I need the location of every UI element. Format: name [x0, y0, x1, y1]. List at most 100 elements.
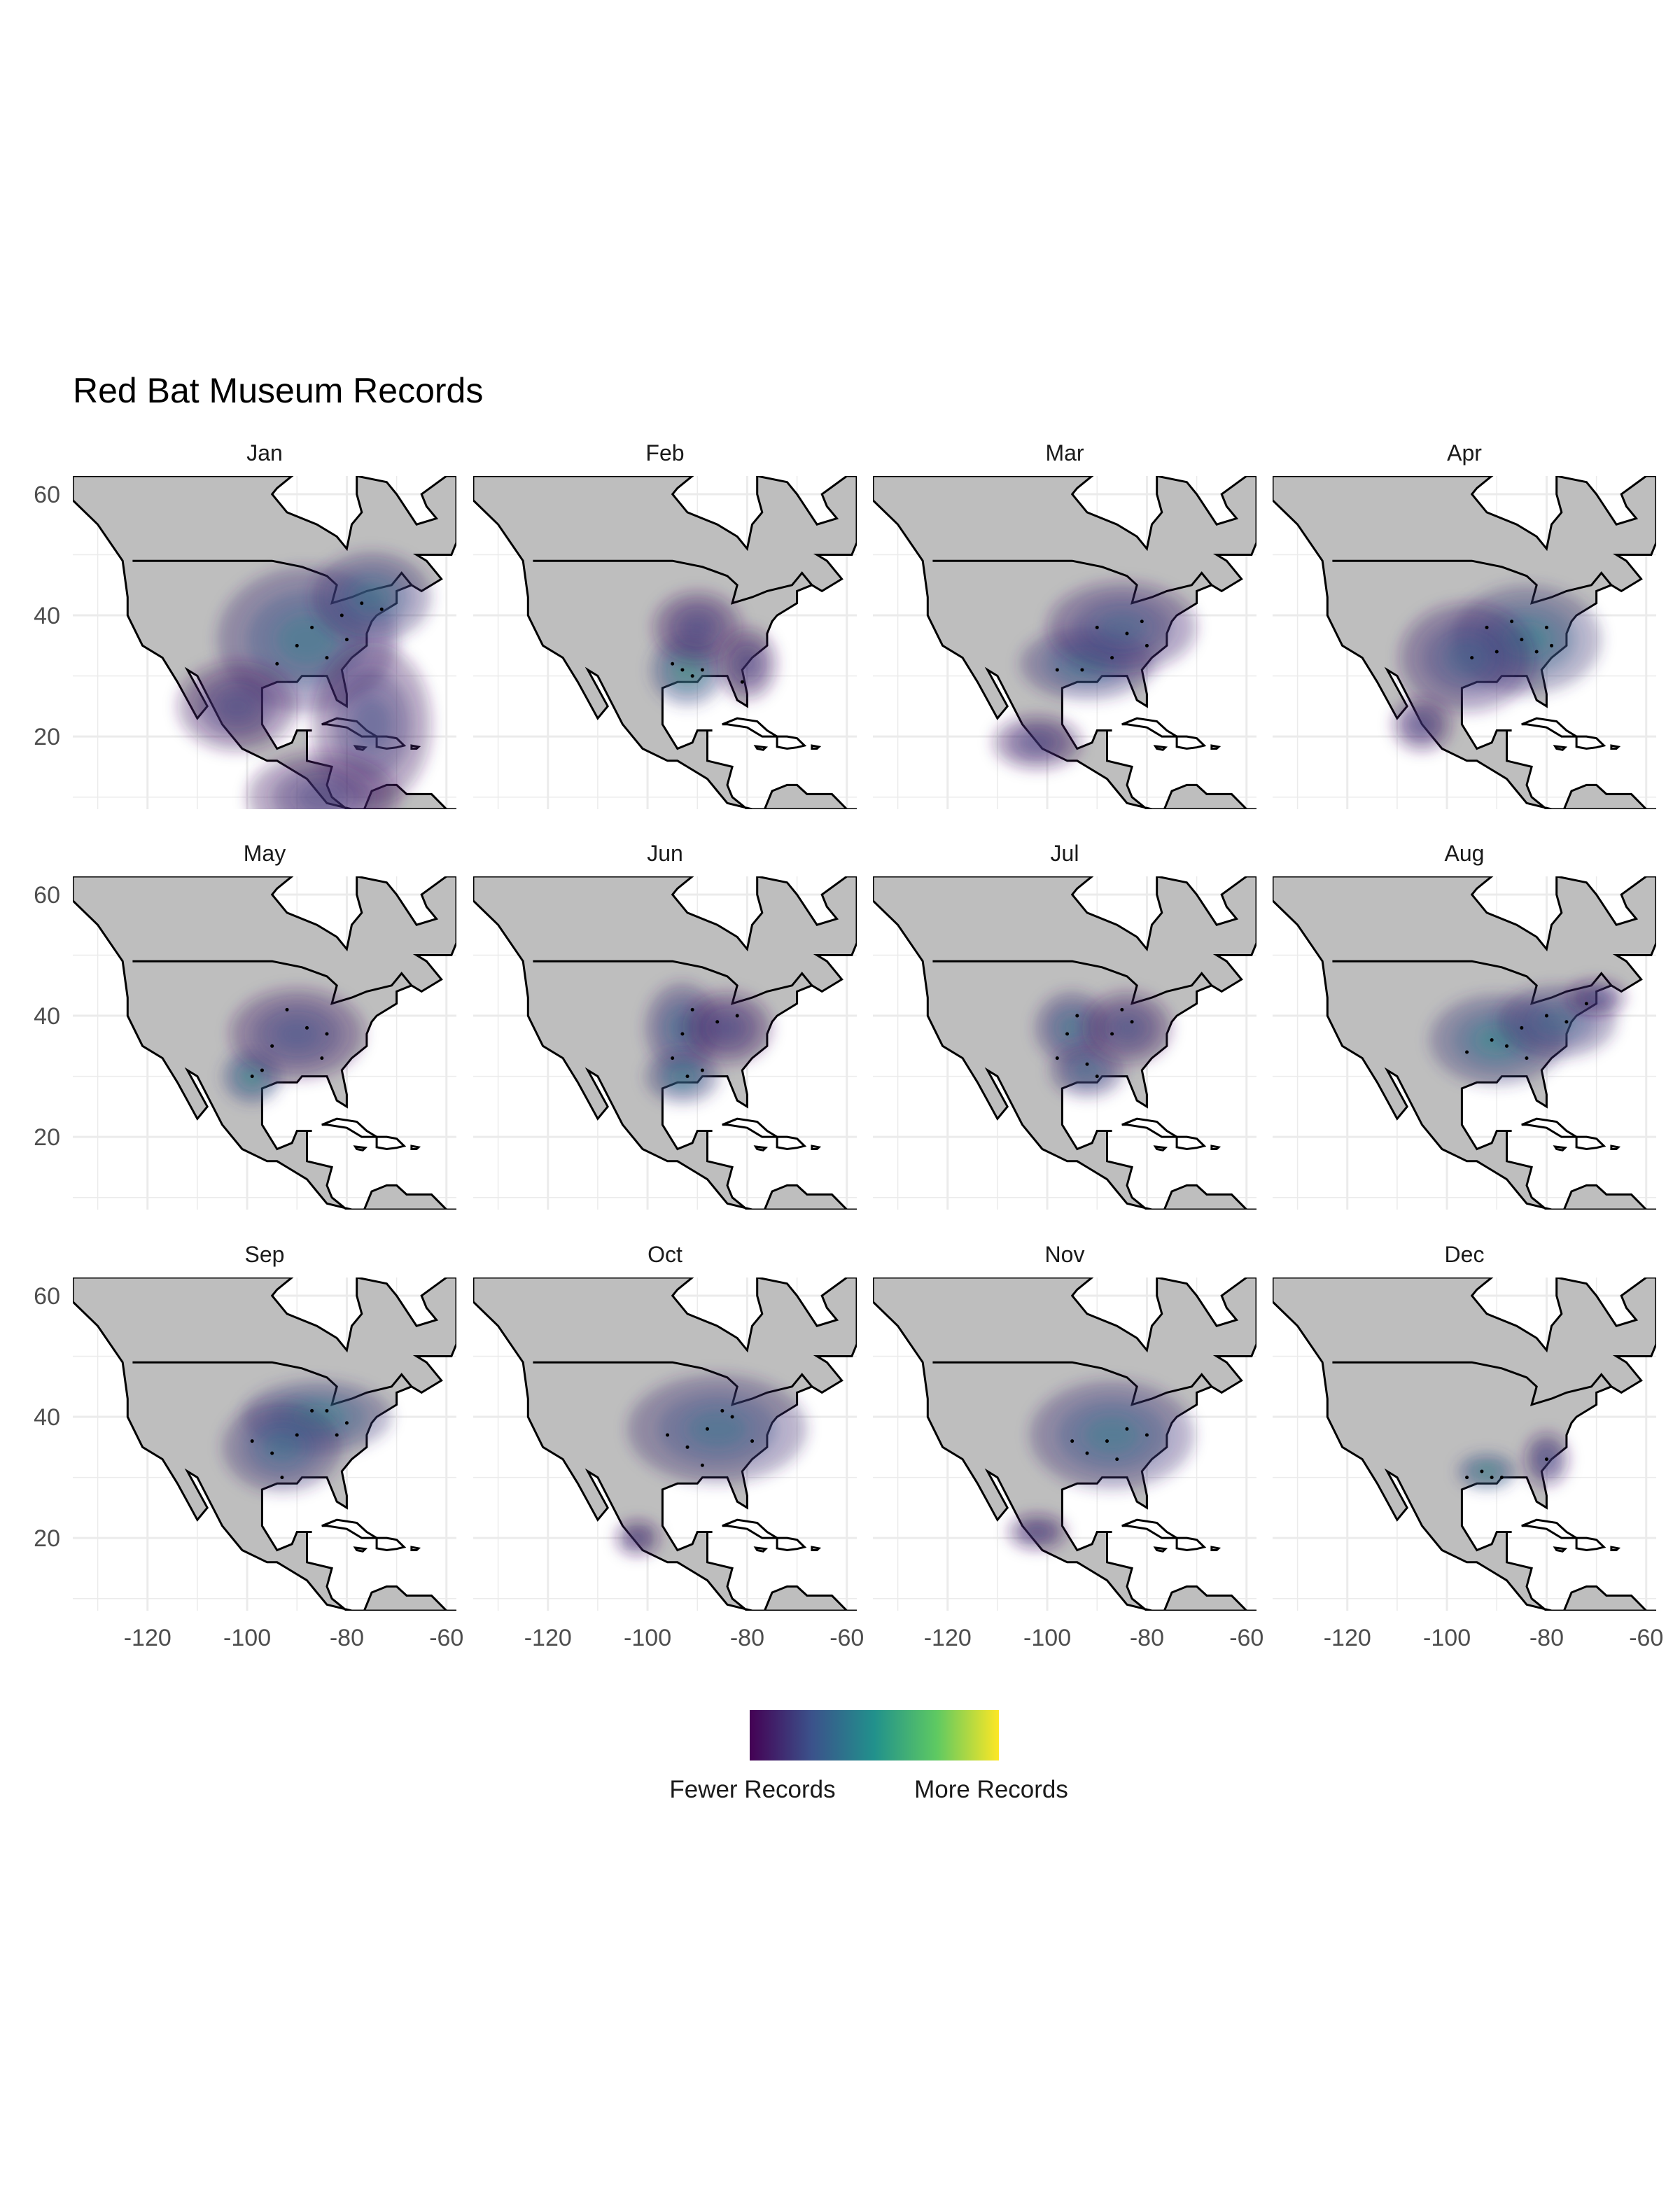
- map-layer: [473, 1278, 857, 1611]
- record-points: [250, 1408, 349, 1480]
- density-contour: [1059, 1016, 1085, 1040]
- land-mass: [1147, 1585, 1256, 1611]
- x-tick-label: -100: [1423, 1625, 1471, 1651]
- record-points: [1470, 620, 1554, 660]
- density-contour: [276, 615, 337, 664]
- x-tick-label: -60: [830, 1625, 864, 1651]
- record-point: [1085, 1451, 1089, 1455]
- record-point: [1080, 668, 1084, 672]
- map-layer: [73, 1278, 456, 1611]
- x-tick-label: -80: [1530, 1625, 1564, 1651]
- record-point: [690, 674, 694, 678]
- x-tick-label: -80: [1130, 1625, 1164, 1651]
- panel-oct: Oct -120 -100 -80 -60: [473, 1242, 864, 1651]
- legend-low-label: Fewer Records: [669, 1776, 835, 1803]
- island: [1575, 1536, 1606, 1552]
- density-contour: [1084, 1417, 1140, 1453]
- x-tick-label: -120: [1324, 1625, 1371, 1651]
- record-point: [1520, 638, 1524, 642]
- y-tick-label: 60: [34, 882, 60, 909]
- density-layer: [992, 582, 1197, 770]
- record-point: [666, 1433, 670, 1437]
- record-points: [1055, 620, 1149, 672]
- panel-sep: Sep 20 40 60 -120 -100 -80 -60: [34, 1242, 463, 1651]
- panel-title: Feb: [645, 440, 684, 465]
- density-layer: [222, 1380, 392, 1493]
- island: [1153, 1145, 1168, 1152]
- record-point: [750, 1439, 755, 1443]
- record-point: [1465, 1476, 1469, 1480]
- island: [1610, 1144, 1621, 1150]
- record-point: [379, 607, 384, 611]
- density-contour: [1097, 612, 1147, 643]
- record-point: [1490, 1476, 1494, 1480]
- record-point: [1095, 1074, 1099, 1079]
- land-mass: [346, 1585, 456, 1611]
- record-point: [680, 1032, 685, 1036]
- record-point: [1494, 650, 1499, 654]
- island: [1121, 717, 1181, 738]
- land-mass: [1546, 1585, 1656, 1611]
- record-point: [325, 656, 329, 660]
- record-points: [666, 1408, 755, 1467]
- record-point: [304, 1026, 309, 1030]
- y-tick-label: 40: [34, 1404, 60, 1431]
- island: [811, 744, 822, 750]
- y-tick-label: 20: [34, 724, 60, 750]
- density-layer: [1392, 584, 1602, 752]
- record-point: [325, 1408, 329, 1413]
- island: [1553, 1546, 1568, 1553]
- island: [1521, 1117, 1581, 1138]
- panel-title: Apr: [1447, 440, 1482, 465]
- density-contour: [630, 1532, 645, 1544]
- density-contour: [737, 651, 757, 676]
- island: [1575, 735, 1606, 750]
- x-tick-label: -100: [624, 1625, 671, 1651]
- island: [375, 1536, 407, 1552]
- x-tick-label: -60: [429, 1625, 463, 1651]
- record-point: [250, 1439, 254, 1443]
- island: [353, 1546, 368, 1553]
- record-point: [1065, 1032, 1070, 1036]
- record-point: [690, 1007, 694, 1011]
- panel-dec: Dec -120 -100 -80 -60: [1273, 1242, 1663, 1651]
- y-tick-label: 40: [34, 1003, 60, 1030]
- island: [1153, 745, 1168, 751]
- island: [410, 1546, 421, 1551]
- island: [776, 735, 807, 750]
- border-line: [1332, 1361, 1613, 1406]
- island: [1121, 1518, 1181, 1539]
- panel-title: Nov: [1045, 1242, 1085, 1267]
- record-point: [1140, 620, 1144, 624]
- record-point: [1105, 1439, 1109, 1443]
- record-point: [1130, 1020, 1134, 1024]
- density-contour: [712, 1016, 743, 1040]
- record-point: [735, 1014, 739, 1018]
- panel-title: Sep: [245, 1242, 285, 1267]
- record-point: [1520, 1026, 1524, 1030]
- density-contour: [1444, 639, 1490, 676]
- record-points: [1465, 1002, 1588, 1060]
- record-point: [295, 643, 299, 648]
- record-point: [1499, 1476, 1504, 1480]
- record-point: [1480, 1469, 1484, 1474]
- panel-jul: Jul: [873, 841, 1256, 1210]
- record-point: [325, 1032, 329, 1036]
- record-point: [700, 1463, 704, 1467]
- island: [1175, 735, 1207, 750]
- record-point: [295, 1433, 299, 1437]
- record-point: [270, 1044, 274, 1048]
- record-point: [1070, 1439, 1074, 1443]
- record-point: [1490, 1038, 1494, 1042]
- map-layer: [1273, 476, 1656, 809]
- record-point: [720, 1408, 724, 1413]
- x-tick-label: -120: [924, 1625, 972, 1651]
- record-points: [275, 601, 384, 666]
- island: [1610, 1546, 1621, 1551]
- island: [811, 1144, 822, 1150]
- island: [375, 1135, 407, 1151]
- density-contour: [217, 691, 258, 722]
- x-tick-label: -100: [223, 1625, 271, 1651]
- land-mass: [747, 1585, 857, 1611]
